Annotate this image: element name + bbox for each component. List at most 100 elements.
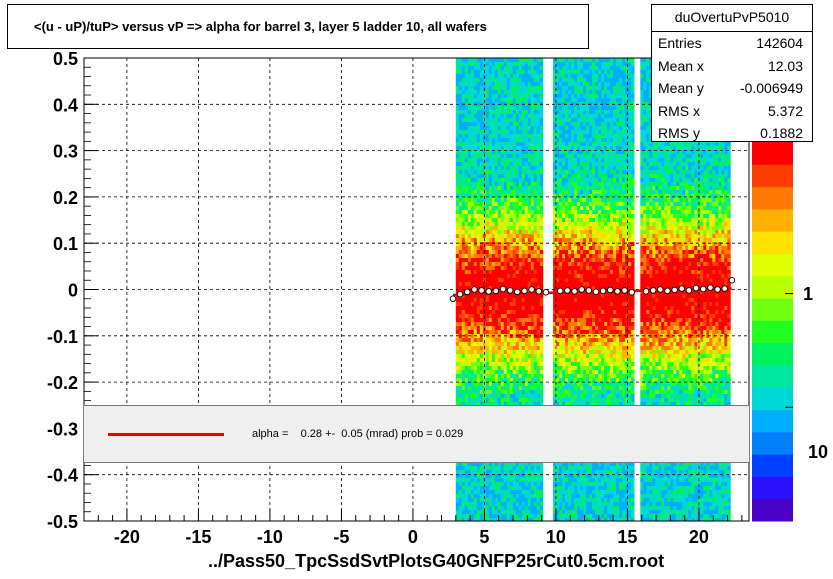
- heatmap-cell: [574, 510, 578, 515]
- heatmap-cell: [571, 518, 575, 521]
- heatmap-cell: [527, 246, 532, 251]
- heatmap-cell: [509, 134, 514, 139]
- heatmap-cell: [580, 518, 584, 521]
- heatmap-cell: [536, 86, 541, 91]
- heatmap-cell: [574, 230, 578, 235]
- heatmap-cell: [536, 466, 541, 471]
- heatmap-cell: [476, 270, 481, 275]
- heatmap-cell: [524, 466, 529, 471]
- heatmap-cell: [503, 362, 508, 367]
- heatmap-cell: [536, 498, 541, 503]
- heatmap-cell: [455, 262, 460, 267]
- heatmap-cell: [565, 374, 569, 379]
- heatmap-cell: [568, 250, 572, 255]
- heatmap-cell: [503, 378, 508, 383]
- heatmap-cell: [461, 154, 466, 159]
- heatmap-cell: [485, 126, 490, 131]
- heatmap-cell: [482, 498, 487, 503]
- heatmap-cell: [455, 354, 460, 359]
- heatmap-cell: [464, 462, 469, 467]
- heatmap-cell: [485, 218, 490, 223]
- heatmap-cell: [512, 378, 517, 383]
- heatmap-cell: [485, 230, 490, 235]
- heatmap-cell: [485, 74, 490, 79]
- heatmap-cell: [461, 158, 466, 163]
- heatmap-cell: [536, 190, 541, 195]
- heatmap-cell: [565, 274, 569, 279]
- heatmap-cell: [556, 130, 560, 135]
- heatmap-cell: [509, 382, 514, 387]
- heatmap-cell: [467, 518, 472, 521]
- heatmap-cell: [565, 378, 569, 383]
- heatmap-cell: [500, 178, 505, 183]
- heatmap-cell: [571, 78, 575, 83]
- heatmap-cell: [491, 106, 496, 111]
- heatmap-cell: [479, 270, 484, 275]
- heatmap-cell: [586, 174, 590, 179]
- heatmap-cell: [553, 354, 557, 359]
- heatmap-cell: [568, 462, 572, 467]
- heatmap-cell: [509, 358, 514, 363]
- heatmap-cell: [577, 126, 581, 131]
- heatmap-cell: [494, 94, 499, 99]
- heatmap-cell: [533, 250, 538, 255]
- heatmap-cell: [485, 322, 490, 327]
- heatmap-cell: [491, 270, 496, 275]
- heatmap-cell: [536, 314, 541, 319]
- heatmap-cell: [476, 114, 481, 119]
- heatmap-cell: [467, 366, 472, 371]
- heatmap-cell: [479, 162, 484, 167]
- heatmap-cell: [485, 190, 490, 195]
- heatmap-cell: [586, 226, 590, 231]
- heatmap-cell: [479, 314, 484, 319]
- heatmap-cell: [470, 134, 475, 139]
- heatmap-cell: [515, 98, 520, 103]
- heatmap-cell: [506, 386, 511, 391]
- heatmap-cell: [494, 498, 499, 503]
- heatmap-cell: [455, 390, 460, 395]
- heatmap-cell: [589, 498, 593, 503]
- heatmap-cell: [458, 234, 463, 239]
- heatmap-cell: [530, 218, 535, 223]
- heatmap-cell: [524, 398, 529, 403]
- heatmap-cell: [586, 222, 590, 227]
- heatmap-cell: [512, 238, 517, 243]
- heatmap-cell: [461, 358, 466, 363]
- heatmap-cell: [589, 302, 593, 307]
- heatmap-cell: [521, 358, 526, 363]
- heatmap-cell: [470, 130, 475, 135]
- heatmap-cell: [580, 310, 584, 315]
- heatmap-cell: [464, 510, 469, 515]
- heatmap-cell: [503, 390, 508, 395]
- heatmap-cell: [559, 234, 563, 239]
- heatmap-cell: [488, 374, 493, 379]
- heatmap-cell: [577, 302, 581, 307]
- heatmap-cell: [553, 478, 557, 483]
- heatmap-cell: [518, 294, 523, 299]
- heatmap-cell: [556, 498, 560, 503]
- heatmap-cell: [553, 70, 557, 75]
- heatmap-cell: [518, 302, 523, 307]
- heatmap-cell: [539, 150, 544, 155]
- heatmap-cell: [574, 294, 578, 299]
- heatmap-cell: [530, 234, 535, 239]
- heatmap-cell: [503, 334, 508, 339]
- heatmap-cell: [497, 246, 502, 251]
- heatmap-cell: [592, 246, 596, 251]
- heatmap-cell: [476, 466, 481, 471]
- heatmap-cell: [515, 490, 520, 495]
- heatmap-cell: [580, 250, 584, 255]
- heatmap-cell: [530, 470, 535, 475]
- heatmap-cell: [503, 330, 508, 335]
- heatmap-cell: [509, 150, 514, 155]
- heatmap-cell: [515, 94, 520, 99]
- heatmap-cell: [485, 66, 490, 71]
- heatmap-cell: [515, 210, 520, 215]
- heatmap-cell: [583, 242, 587, 247]
- heatmap-cell: [518, 214, 523, 219]
- heatmap-cell: [464, 250, 469, 255]
- heatmap-cell: [530, 402, 535, 407]
- heatmap-cell: [479, 118, 484, 123]
- heatmap-cell: [479, 402, 484, 407]
- heatmap-cell: [586, 126, 590, 131]
